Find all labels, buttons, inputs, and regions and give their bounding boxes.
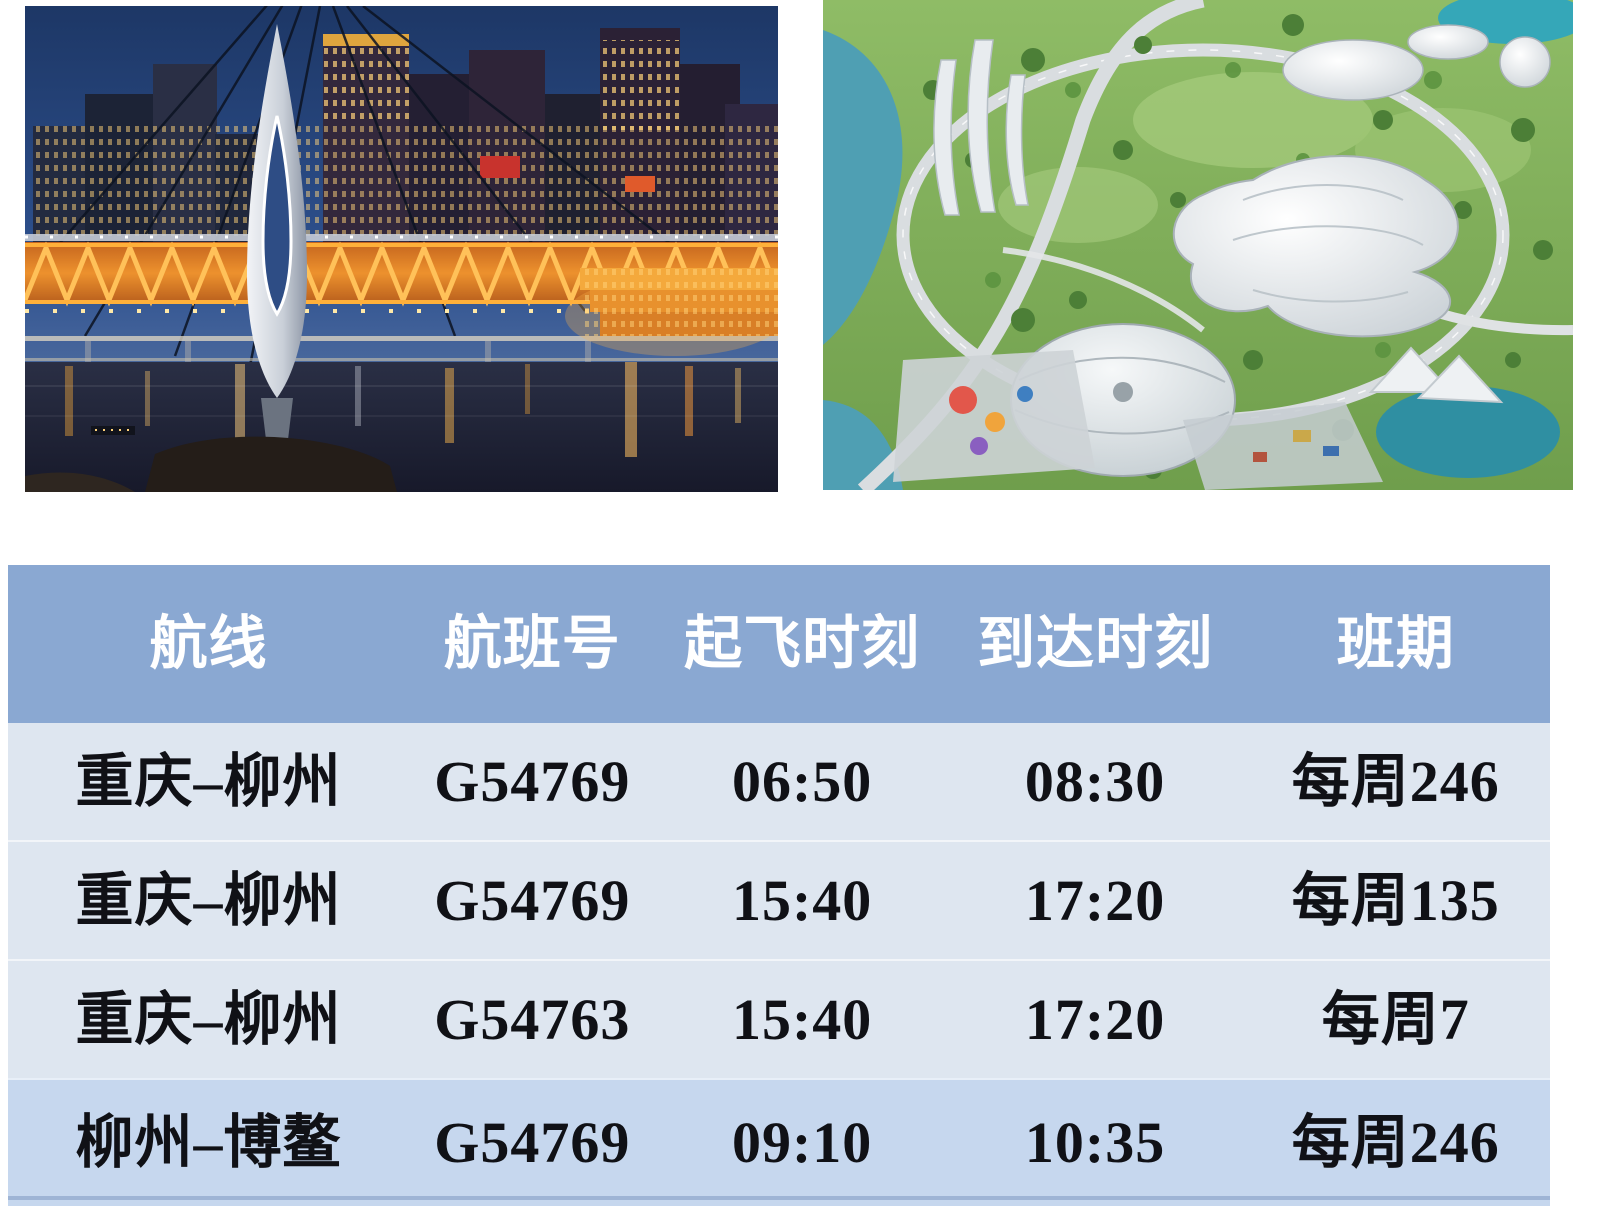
table-row: 重庆–柳州 G54763 15:40 17:20 每周7: [8, 959, 1550, 1078]
cell-arrival: 08:30: [1024, 748, 1166, 814]
table-row: 柳州–博鳌 G54769 09:10 10:35 每周246: [8, 1078, 1550, 1206]
cell-flight-no: G54769: [434, 748, 631, 814]
table-row: 重庆–柳州 G54769 15:40 17:20 每周135: [8, 840, 1550, 959]
cell-arrival: 17:20: [1024, 986, 1166, 1052]
cell-flight-no: G54769: [434, 867, 631, 933]
cell-arrival: 10:35: [1024, 1110, 1166, 1175]
table-row: 重庆–柳州 G54769 06:50 08:30 每周246: [8, 723, 1550, 840]
cell-arrival: 17:20: [1024, 867, 1166, 933]
cell-departure: 09:10: [731, 1110, 873, 1175]
cell-route: 重庆–柳州: [75, 986, 342, 1052]
table-header-row: 航线 航班号 起飞时刻 到达时刻 班期: [8, 565, 1550, 723]
cell-departure: 15:40: [731, 986, 873, 1052]
header-route: 航线: [149, 611, 268, 676]
aerial-park-photo: [823, 0, 1573, 490]
header-flight-no: 航班号: [443, 611, 621, 676]
cell-schedule: 每周7: [1321, 986, 1470, 1052]
cell-route: 柳州–博鳌: [75, 1110, 342, 1175]
cell-route: 重庆–柳州: [75, 867, 342, 933]
header-departure: 起飞时刻: [684, 611, 921, 676]
cell-departure: 06:50: [731, 748, 873, 814]
flight-schedule-table: 航线 航班号 起飞时刻 到达时刻 班期 重庆–柳州 G54769 06:50 0…: [8, 565, 1550, 1206]
header-schedule: 班期: [1336, 611, 1455, 676]
chongqing-night-photo: [25, 6, 778, 492]
cell-flight-no: G54763: [434, 986, 631, 1052]
cell-schedule: 每周246: [1291, 748, 1500, 814]
header-arrival: 到达时刻: [977, 611, 1214, 676]
cell-route: 重庆–柳州: [75, 748, 342, 814]
cell-flight-no: G54769: [434, 1110, 631, 1175]
chongqing-night-illustration: [25, 6, 778, 492]
cell-schedule: 每周135: [1291, 867, 1500, 933]
cell-departure: 15:40: [731, 867, 873, 933]
cell-schedule: 每周246: [1291, 1110, 1500, 1175]
aerial-park-illustration: [823, 0, 1573, 490]
